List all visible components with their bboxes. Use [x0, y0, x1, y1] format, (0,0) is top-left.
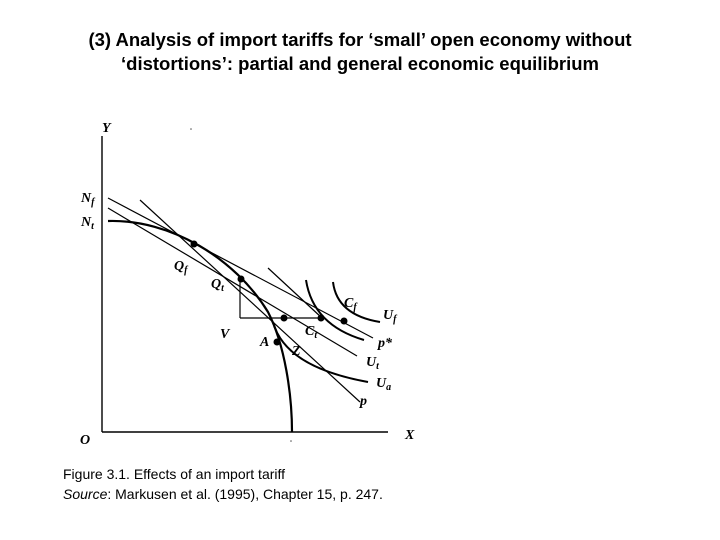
- price-line-p: [139, 199, 361, 403]
- label-v: V: [220, 327, 231, 342]
- point-ct: [317, 314, 325, 322]
- point-cf: [340, 317, 348, 325]
- ppf-curve: [107, 219, 294, 433]
- figure-caption: Figure 3.1. Effects of an import tariff …: [63, 464, 383, 504]
- origin-label: O: [80, 433, 90, 448]
- point-z: [273, 338, 281, 346]
- y-axis-label: Y: [102, 121, 112, 136]
- source-label: Source: [63, 486, 108, 502]
- price-line-world-nf: [107, 197, 374, 339]
- label-qf: Qf: [174, 259, 189, 276]
- x-axis-label: X: [404, 428, 415, 443]
- point-qf: [190, 240, 198, 248]
- title-line-2: ‘distortions’: partial and general econo…: [121, 53, 599, 74]
- indifference-curve-uf: [332, 281, 381, 323]
- slide-title: (3) Analysis of import tariffs for ‘smal…: [0, 28, 720, 76]
- label-p: p: [359, 394, 367, 409]
- label-cf: Cf: [344, 296, 358, 313]
- scan-speck: [190, 128, 192, 130]
- price-line-domestic-nt: [107, 207, 358, 357]
- label-ct: Ct: [305, 324, 318, 341]
- label-p-star: p*: [377, 336, 393, 351]
- label-nt: Nt: [80, 215, 95, 232]
- indifference-curve-ua: [272, 321, 369, 383]
- label-z: Z: [291, 344, 301, 359]
- caption-source: Source: Markusen et al. (1995), Chapter …: [63, 484, 383, 504]
- source-text: : Markusen et al. (1995), Chapter 15, p.…: [107, 486, 383, 502]
- scan-speck: [290, 440, 292, 442]
- label-nf: Nf: [80, 191, 96, 208]
- label-uf: Uf: [383, 308, 398, 325]
- label-ua: Ua: [376, 376, 391, 393]
- title-line-1: (3) Analysis of import tariffs for ‘smal…: [88, 29, 632, 50]
- point-a: [280, 314, 288, 322]
- caption-line-1: Figure 3.1. Effects of an import tariff: [63, 466, 286, 482]
- label-qt: Qt: [211, 277, 225, 294]
- point-qt: [237, 275, 245, 283]
- label-ut: Ut: [366, 355, 380, 372]
- triangle-steep-side: [267, 267, 323, 319]
- label-a: A: [259, 335, 269, 350]
